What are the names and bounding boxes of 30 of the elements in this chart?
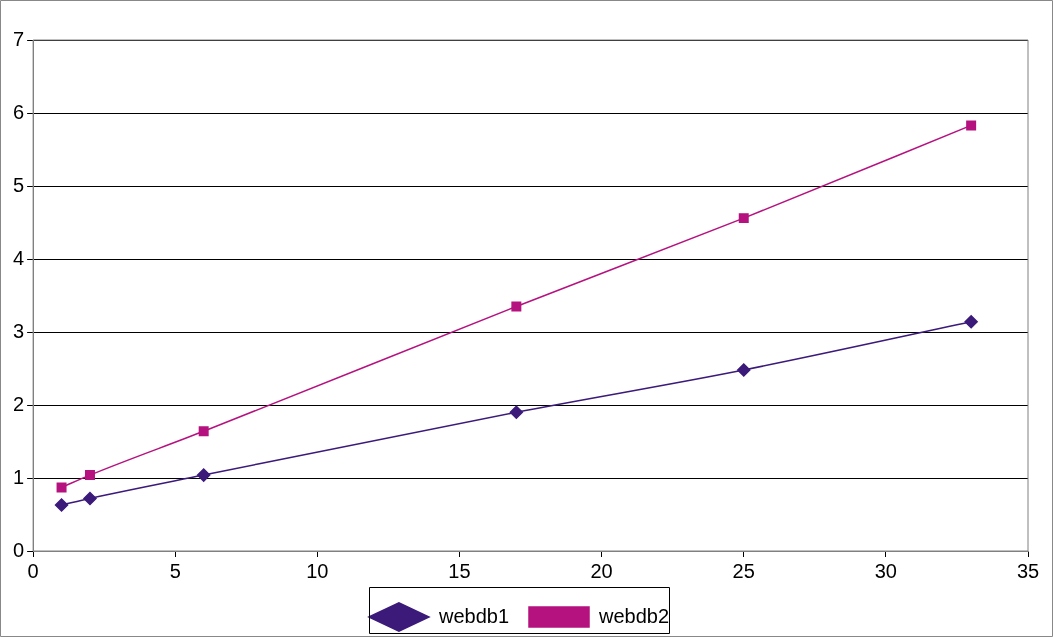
point — [737, 363, 751, 377]
point — [964, 315, 978, 329]
x-tick-label: 20 — [590, 559, 613, 582]
point — [966, 120, 977, 131]
point — [84, 470, 95, 481]
y-tick-label: 2 — [13, 392, 25, 415]
x-tick-label: 30 — [874, 559, 897, 582]
x-tick-label: 10 — [306, 559, 329, 582]
y-tick-label: 6 — [13, 100, 25, 123]
legend-label: webdb2 — [598, 604, 670, 627]
x-tick-label: 15 — [448, 559, 471, 582]
x-tick-label: 0 — [27, 559, 39, 582]
y-tick-label: 0 — [13, 538, 25, 561]
point — [56, 482, 67, 493]
y-tick-label: 4 — [13, 246, 25, 269]
y-tick-label: 7 — [13, 27, 25, 50]
x-tick-label: 5 — [169, 559, 181, 582]
point — [509, 405, 524, 420]
x-tick-label: 25 — [732, 559, 755, 582]
x-tick-label: 35 — [1016, 559, 1040, 582]
point — [198, 426, 209, 437]
point — [83, 491, 97, 506]
y-tick-label: 3 — [13, 319, 25, 342]
y-tick-label: 1 — [13, 465, 25, 488]
point — [738, 213, 749, 224]
point — [196, 468, 211, 482]
point — [54, 498, 69, 512]
y-tick-label: 5 — [13, 173, 25, 196]
point — [511, 301, 522, 312]
legend-label: webdb1 — [437, 604, 509, 627]
